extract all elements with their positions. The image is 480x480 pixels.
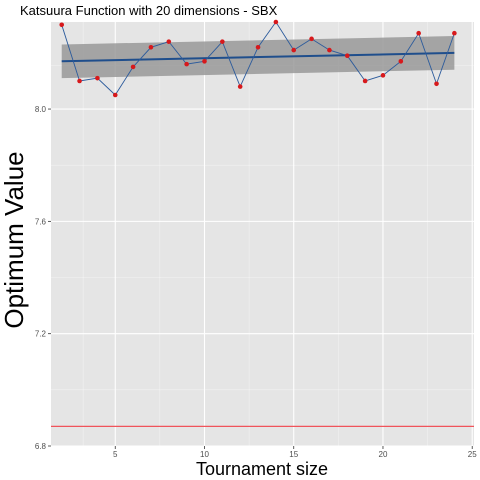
data-point: [362, 78, 368, 84]
data-point: [273, 19, 279, 25]
chart-title: Katsuura Function with 20 dimensions - S…: [20, 3, 278, 18]
data-point: [309, 36, 314, 42]
data-point: [130, 64, 136, 70]
x-tick-label: 10: [200, 450, 209, 459]
y-tick-label: 7.6: [35, 217, 47, 226]
trend-line: [61, 51, 455, 63]
y-tick-label: 7.2: [35, 330, 47, 339]
y-axis: 6.8 7.2 7.6 8.0: [35, 105, 51, 451]
data-point: [327, 47, 332, 53]
x-axis-title: Tournament size: [196, 459, 328, 479]
x-tick-label: 5: [113, 450, 118, 459]
x-axis: 5 10 15 20 25: [113, 446, 477, 459]
x-tick-label: 15: [289, 450, 298, 459]
data-point: [237, 84, 243, 89]
data-point: [452, 30, 457, 36]
data-point: [112, 92, 118, 98]
data-point: [291, 47, 297, 53]
data-point: [184, 61, 189, 67]
points-layer: [59, 19, 457, 98]
data-point: [95, 75, 100, 81]
y-tick-label: 8.0: [35, 105, 47, 114]
y-tick-label: 6.8: [35, 442, 47, 451]
trend-layer: [61, 51, 455, 63]
data-point: [398, 59, 404, 64]
data-point: [344, 53, 350, 58]
x-tick-label: 20: [379, 450, 388, 459]
data-point: [202, 59, 207, 64]
data-point: [255, 44, 261, 50]
data-point: [220, 39, 225, 44]
plot-panel: [51, 22, 474, 446]
data-point: [434, 81, 439, 87]
x-tick-label: 25: [468, 450, 477, 459]
grid-major: [51, 22, 474, 447]
data-point: [166, 39, 172, 44]
data-point: [416, 30, 421, 36]
y-axis-title: Optimum Value: [0, 151, 29, 328]
data-point: [77, 78, 82, 84]
data-point: [59, 22, 65, 28]
data-point: [380, 73, 386, 78]
data-point: [148, 44, 154, 50]
